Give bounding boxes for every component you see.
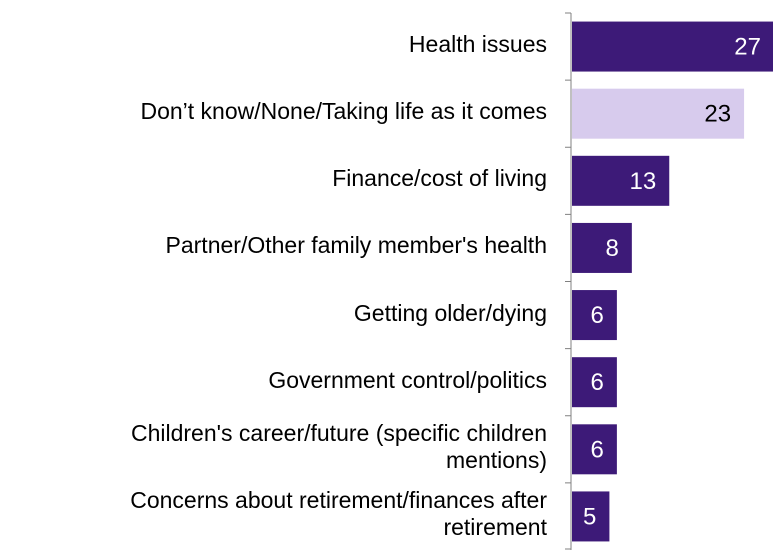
category-label-line: Concerns about retirement/finances after (130, 487, 547, 514)
bar-value-label-2: 13 (630, 168, 657, 195)
bar-value-label-0: 27 (734, 34, 761, 61)
category-label-5: Government control/politics (7, 367, 547, 394)
category-label-7: Concerns about retirement/finances after… (7, 487, 547, 541)
category-label-1: Don’t know/None/Taking life as it comes (7, 98, 547, 125)
category-label-line: mentions) (446, 447, 547, 474)
bar-7 (572, 491, 610, 542)
bar-5 (572, 357, 617, 408)
category-label-line: Children's career/future (specific child… (130, 420, 547, 447)
category-label-line: retirement (443, 514, 547, 541)
category-label-line: Health issues (408, 31, 547, 58)
bar-0 (572, 21, 773, 72)
bar-4 (572, 290, 617, 341)
bar-6 (572, 424, 617, 475)
category-label-line: Getting older/dying (353, 299, 547, 326)
category-label-2: Finance/cost of living (7, 165, 547, 192)
bar-value-label-6: 6 (591, 436, 604, 463)
bar-3 (572, 222, 632, 273)
bar-1 (572, 88, 745, 139)
bar-2 (572, 155, 670, 206)
category-label-3: Partner/Other family member's health (7, 232, 547, 259)
category-label-line: Don’t know/None/Taking life as it comes (140, 98, 547, 125)
bar-value-label-4: 6 (591, 302, 604, 329)
category-label-line: Finance/cost of living (332, 165, 547, 192)
bar-value-label-3: 8 (605, 235, 618, 262)
bar-value-label-1: 23 (704, 101, 731, 128)
category-label-line: Partner/Other family member's health (165, 232, 547, 259)
category-label-4: Getting older/dying (7, 300, 547, 327)
bar-value-label-7: 5 (583, 503, 596, 530)
bar-value-label-5: 6 (591, 369, 604, 396)
category-label-0: Health issues (7, 31, 547, 58)
category-label-6: Children's career/future (specific child… (7, 420, 547, 474)
category-label-line: Government control/politics (268, 366, 547, 393)
